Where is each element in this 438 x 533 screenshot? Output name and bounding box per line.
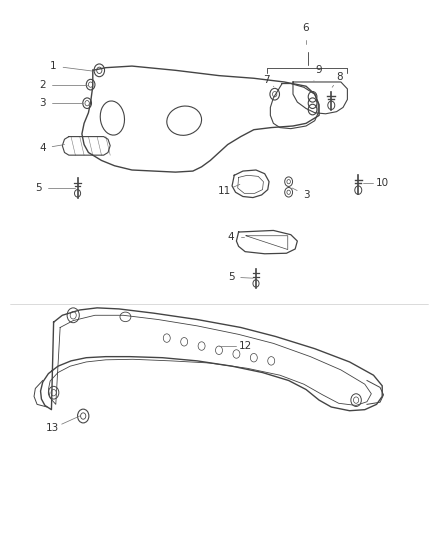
Text: 4: 4 <box>228 232 234 243</box>
Text: 13: 13 <box>46 423 60 433</box>
Text: 10: 10 <box>376 177 389 188</box>
Text: 12: 12 <box>238 341 252 351</box>
Text: 4: 4 <box>39 143 46 154</box>
Text: 7: 7 <box>263 75 269 85</box>
Text: 3: 3 <box>303 190 309 200</box>
Text: 2: 2 <box>39 79 46 90</box>
Text: 3: 3 <box>39 98 46 108</box>
Text: 9: 9 <box>315 66 321 75</box>
Text: 8: 8 <box>337 71 343 82</box>
Text: 11: 11 <box>218 186 231 196</box>
Text: 6: 6 <box>303 23 309 33</box>
Text: 5: 5 <box>228 272 234 282</box>
Text: 1: 1 <box>50 61 57 71</box>
Text: 5: 5 <box>35 183 42 193</box>
